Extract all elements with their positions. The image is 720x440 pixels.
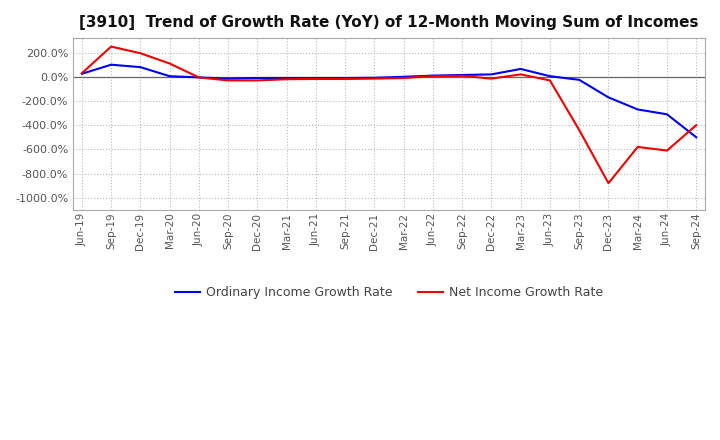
Ordinary Income Growth Rate [662, 112, 671, 117]
Net Income Growth Rate [282, 77, 291, 82]
Title: [3910]  Trend of Growth Rate (YoY) of 12-Month Moving Sum of Incomes: [3910] Trend of Growth Rate (YoY) of 12-… [79, 15, 699, 30]
Net Income Growth Rate [166, 61, 174, 66]
Net Income Growth Rate [634, 144, 642, 150]
Legend: Ordinary Income Growth Rate, Net Income Growth Rate: Ordinary Income Growth Rate, Net Income … [170, 281, 608, 304]
Ordinary Income Growth Rate [253, 75, 262, 81]
Net Income Growth Rate [604, 180, 613, 186]
Ordinary Income Growth Rate [604, 95, 613, 100]
Net Income Growth Rate [370, 76, 379, 81]
Ordinary Income Growth Rate [136, 65, 145, 70]
Ordinary Income Growth Rate [370, 75, 379, 81]
Ordinary Income Growth Rate [546, 73, 554, 79]
Net Income Growth Rate [253, 78, 262, 83]
Net Income Growth Rate [662, 148, 671, 153]
Ordinary Income Growth Rate [341, 75, 349, 81]
Ordinary Income Growth Rate [487, 72, 496, 77]
Ordinary Income Growth Rate [634, 107, 642, 112]
Line: Ordinary Income Growth Rate: Ordinary Income Growth Rate [82, 65, 696, 137]
Net Income Growth Rate [78, 70, 86, 76]
Net Income Growth Rate [516, 72, 525, 77]
Net Income Growth Rate [575, 127, 583, 132]
Ordinary Income Growth Rate [400, 74, 408, 80]
Ordinary Income Growth Rate [692, 135, 701, 140]
Ordinary Income Growth Rate [428, 73, 437, 78]
Net Income Growth Rate [107, 44, 115, 49]
Ordinary Income Growth Rate [194, 75, 203, 80]
Net Income Growth Rate [487, 76, 496, 81]
Ordinary Income Growth Rate [458, 72, 467, 77]
Ordinary Income Growth Rate [224, 76, 233, 81]
Net Income Growth Rate [692, 122, 701, 128]
Net Income Growth Rate [400, 75, 408, 81]
Ordinary Income Growth Rate [516, 66, 525, 72]
Line: Net Income Growth Rate: Net Income Growth Rate [82, 47, 696, 183]
Net Income Growth Rate [136, 51, 145, 56]
Net Income Growth Rate [428, 73, 437, 79]
Ordinary Income Growth Rate [312, 75, 320, 81]
Net Income Growth Rate [341, 76, 349, 81]
Ordinary Income Growth Rate [575, 77, 583, 82]
Ordinary Income Growth Rate [107, 62, 115, 67]
Net Income Growth Rate [224, 78, 233, 83]
Net Income Growth Rate [458, 73, 467, 78]
Ordinary Income Growth Rate [166, 73, 174, 79]
Ordinary Income Growth Rate [282, 75, 291, 81]
Net Income Growth Rate [546, 78, 554, 83]
Ordinary Income Growth Rate [78, 71, 86, 77]
Net Income Growth Rate [312, 76, 320, 81]
Net Income Growth Rate [194, 75, 203, 80]
